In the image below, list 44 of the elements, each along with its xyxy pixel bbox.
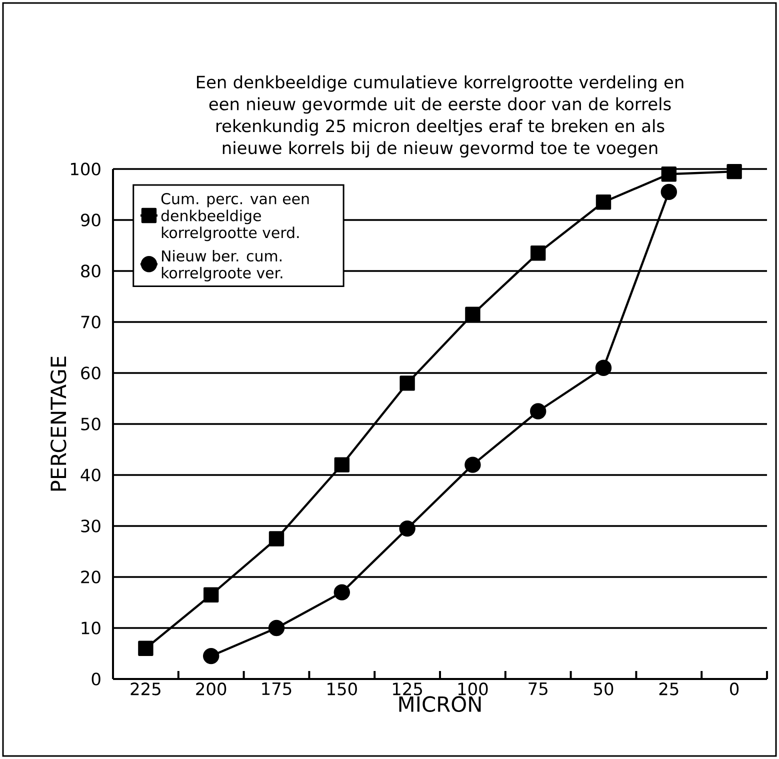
- x-tick-label: 175: [262, 682, 292, 696]
- point: [726, 164, 742, 180]
- legend-label: Nieuw ber. cum. korrelgroote ver.: [162, 250, 282, 282]
- point: [660, 184, 677, 200]
- point: [268, 531, 284, 546]
- x-tick-label: 200: [196, 682, 226, 696]
- x-axis-title: MICRON: [399, 696, 481, 712]
- y-tick-label: 0: [92, 672, 100, 686]
- point: [465, 306, 480, 322]
- point: [464, 456, 481, 473]
- point: [530, 246, 546, 261]
- y-tick-label: 80: [81, 264, 100, 278]
- point: [203, 648, 220, 664]
- y-tick-label: 30: [81, 520, 100, 532]
- point: [530, 403, 546, 420]
- point: [334, 457, 350, 472]
- y-tick-label: 10: [82, 622, 100, 634]
- x-tick-label: 150: [328, 682, 357, 696]
- x-tick-label: 25: [659, 682, 678, 696]
- x-tick-label: 225: [130, 682, 160, 696]
- y-tick-label: 60: [81, 366, 100, 380]
- point: [596, 194, 612, 210]
- point: [138, 640, 154, 656]
- y-tick-label: 50: [81, 418, 100, 430]
- x-tick-label: 100: [458, 682, 488, 696]
- point: [268, 620, 285, 636]
- x-tick-label: 125: [392, 682, 422, 696]
- y-tick-label: 90: [80, 214, 100, 226]
- point: [661, 166, 676, 182]
- y-tick-label: 40: [80, 468, 100, 482]
- point: [595, 360, 612, 376]
- y-axis-title: PERCENTAGE: [50, 356, 66, 491]
- x-tick-label: 0: [730, 682, 739, 696]
- chart-title: Een denkbeeldige cumulatieve korrelgrootte verdeling en een nieuw gevormde uit de eerste door van de korrels rekenkundig 25 micron deeltjes eraf te breken en als nieuwe korrels bij de nieuw gevormd toe te voegen: [196, 75, 684, 158]
- point: [334, 584, 350, 600]
- point: [399, 520, 416, 537]
- legend-label: Cum. perc. van een denkbeeldige korrelgrootte verd.: [161, 193, 309, 242]
- x-tick-label: 50: [594, 682, 614, 696]
- point: [400, 376, 415, 391]
- y-tick-label: 100: [71, 162, 100, 176]
- y-tick-label: 70: [81, 316, 100, 328]
- point: [204, 587, 219, 602]
- x-tick-label: 75: [528, 682, 548, 696]
- y-tick-label: 20: [81, 570, 100, 584]
